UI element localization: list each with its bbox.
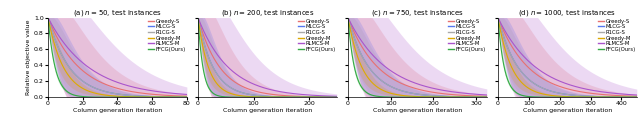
Title: (c) $n = 750$, test instances: (c) $n = 750$, test instances — [371, 8, 464, 18]
Title: (a) $n = 50$, test instances: (a) $n = 50$, test instances — [73, 8, 162, 18]
Legend: Greedy-S, MLCG-S, R1CG-S, Greedy-M, RLMCS-M, FFCG(Ours): Greedy-S, MLCG-S, R1CG-S, Greedy-M, RLMC… — [147, 18, 186, 52]
X-axis label: Column generation iteration: Column generation iteration — [223, 108, 312, 113]
Title: (b) $n = 200$, test instances: (b) $n = 200$, test instances — [221, 8, 314, 18]
Legend: Greedy-S, MLCG-S, R1CG-S, Greedy-M, RLMCS-M, FFCG(Ours): Greedy-S, MLCG-S, R1CG-S, Greedy-M, RLMC… — [297, 18, 336, 52]
Legend: Greedy-S, MLCG-S, R1CG-S, Greedy-M, RLMCS-M, FFCG(Ours): Greedy-S, MLCG-S, R1CG-S, Greedy-M, RLMC… — [597, 18, 636, 52]
Title: (d) $n = 1000$, test instances: (d) $n = 1000$, test instances — [518, 8, 616, 18]
X-axis label: Column generation iteration: Column generation iteration — [372, 108, 462, 113]
X-axis label: Column generation iteration: Column generation iteration — [73, 108, 162, 113]
Legend: Greedy-S, MLCG-S, R1CG-S, Greedy-M, RLMCS-M, FFCG(Ours): Greedy-S, MLCG-S, R1CG-S, Greedy-M, RLMC… — [447, 18, 486, 52]
X-axis label: Column generation iteration: Column generation iteration — [523, 108, 612, 113]
Y-axis label: Relative objective value: Relative objective value — [26, 20, 31, 95]
